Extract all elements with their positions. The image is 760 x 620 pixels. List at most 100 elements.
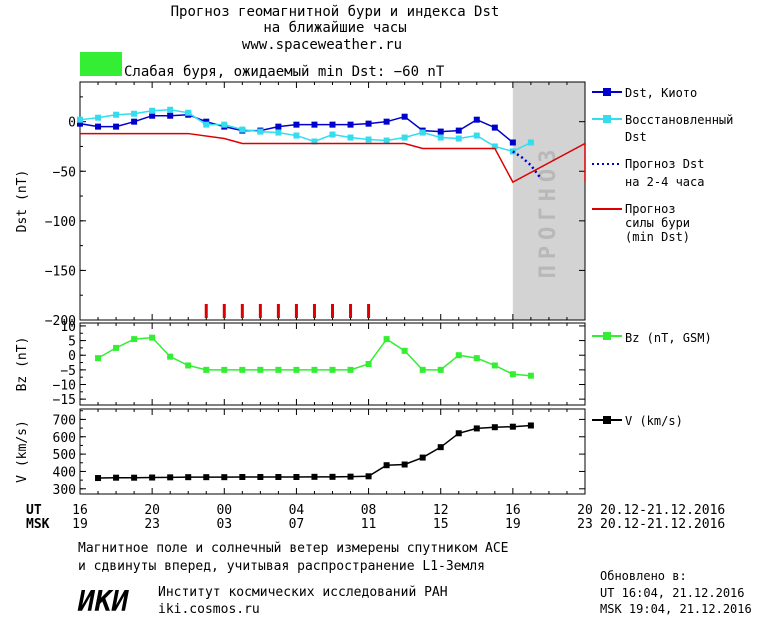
data-point bbox=[77, 120, 83, 127]
updated-msk: MSK 19:04, 21.12.2016 bbox=[600, 602, 752, 616]
panel-frame bbox=[79, 81, 586, 321]
data-point bbox=[167, 106, 174, 113]
panel-frame bbox=[79, 408, 586, 495]
data-point bbox=[329, 121, 336, 128]
data-point bbox=[131, 110, 138, 117]
data-point bbox=[149, 474, 156, 481]
institute-site: iki.cosmos.ru bbox=[158, 602, 260, 617]
y-axis-label: Bz (nT) bbox=[15, 337, 30, 392]
data-point bbox=[347, 366, 354, 373]
x-tick-label-msk: 07 bbox=[289, 517, 305, 532]
data-point bbox=[455, 352, 462, 359]
y-tick-label: 5 bbox=[68, 335, 76, 350]
x-tick-label-ut: 00 bbox=[216, 503, 232, 518]
series-line bbox=[80, 132, 586, 184]
y-tick-label: −100 bbox=[45, 215, 76, 230]
data-point bbox=[365, 136, 372, 143]
data-point bbox=[239, 126, 246, 133]
data-point bbox=[275, 129, 282, 136]
data-point bbox=[257, 474, 264, 480]
legend-storm-3: (min Dst) bbox=[625, 230, 690, 244]
y-tick-label: −10 bbox=[53, 379, 76, 394]
legend-v: V (km/s) bbox=[625, 414, 683, 428]
data-point bbox=[95, 114, 102, 121]
data-point bbox=[491, 124, 498, 131]
legend-dst-kyoto: Dst, Киото bbox=[625, 86, 697, 100]
data-point bbox=[131, 118, 138, 125]
series-line bbox=[79, 109, 532, 153]
data-point bbox=[113, 111, 120, 118]
data-point bbox=[149, 112, 156, 119]
iki-logo: ИКИ bbox=[77, 585, 130, 618]
y-tick-label: 10 bbox=[60, 320, 76, 335]
data-point bbox=[437, 366, 444, 373]
y-tick-label: −200 bbox=[45, 314, 76, 329]
data-point bbox=[401, 347, 408, 354]
data-point bbox=[383, 137, 390, 144]
data-point bbox=[401, 461, 408, 468]
date-range-msk: 20.12-21.12.2016 bbox=[600, 517, 725, 532]
data-point bbox=[311, 121, 318, 128]
data-point bbox=[419, 454, 426, 461]
data-point bbox=[221, 121, 228, 128]
data-point bbox=[491, 424, 498, 431]
series-line bbox=[512, 150, 541, 178]
panel-frame bbox=[79, 322, 586, 406]
x-tick-label-ut: 20 bbox=[577, 503, 593, 518]
data-point bbox=[293, 366, 300, 373]
forecast-band-label: ПРОГНОЗ bbox=[536, 144, 561, 279]
data-point bbox=[113, 123, 120, 130]
legend-bz: Bz (nT, GSM) bbox=[625, 331, 712, 345]
x-tick-label-ut: 16 bbox=[505, 503, 521, 518]
data-point bbox=[239, 366, 246, 373]
y-tick-label: 500 bbox=[53, 448, 76, 463]
data-point bbox=[203, 474, 210, 481]
y-axis-label: Dst (nT) bbox=[15, 170, 30, 233]
data-point bbox=[185, 474, 192, 481]
x-tick-label-ut: 04 bbox=[289, 503, 305, 518]
data-point bbox=[149, 334, 156, 341]
x-tick-label-ut: 16 bbox=[72, 503, 88, 518]
storm-status-swatch bbox=[80, 52, 122, 76]
data-point bbox=[185, 109, 192, 116]
data-point bbox=[491, 362, 498, 369]
data-point bbox=[311, 138, 318, 145]
legend-storm-1: Прогноз bbox=[625, 202, 676, 216]
data-point bbox=[275, 123, 282, 130]
y-axis-label: V (km/s) bbox=[15, 420, 30, 483]
y-tick-label: 700 bbox=[53, 413, 76, 428]
data-point bbox=[311, 473, 318, 480]
data-point bbox=[509, 371, 516, 378]
title-line-1: Прогноз геомагнитной бури и индекса Dst bbox=[171, 4, 500, 20]
data-point bbox=[167, 112, 174, 119]
data-point bbox=[221, 474, 228, 481]
data-point bbox=[329, 131, 336, 138]
updated-ut: UT 16:04, 21.12.2016 bbox=[600, 586, 745, 600]
legend-forecast-1: Прогноз Dst bbox=[625, 157, 704, 171]
updated-label: Обновлено в: bbox=[600, 569, 687, 583]
data-point bbox=[437, 134, 444, 141]
data-point bbox=[185, 362, 192, 369]
data-point bbox=[365, 361, 372, 367]
data-point bbox=[257, 366, 264, 373]
x-tick-label-msk: 19 bbox=[72, 517, 88, 532]
data-point bbox=[509, 423, 516, 430]
x-tick-label-ut: 08 bbox=[361, 503, 377, 518]
data-point bbox=[131, 336, 138, 343]
data-point bbox=[455, 430, 462, 437]
data-point bbox=[365, 473, 372, 480]
data-point bbox=[419, 129, 426, 136]
data-point bbox=[437, 444, 444, 451]
data-point bbox=[383, 118, 390, 125]
institute-name: Институт космических исследований РАН bbox=[158, 585, 448, 600]
data-point bbox=[149, 107, 156, 114]
data-point bbox=[527, 139, 534, 146]
x-tick-label-msk: 11 bbox=[361, 517, 377, 532]
data-point bbox=[293, 474, 300, 480]
header-url: www.spaceweather.ru bbox=[242, 37, 402, 53]
data-point bbox=[77, 116, 83, 123]
data-point bbox=[113, 474, 120, 481]
y-tick-label: 300 bbox=[53, 483, 76, 498]
data-point bbox=[419, 366, 426, 373]
